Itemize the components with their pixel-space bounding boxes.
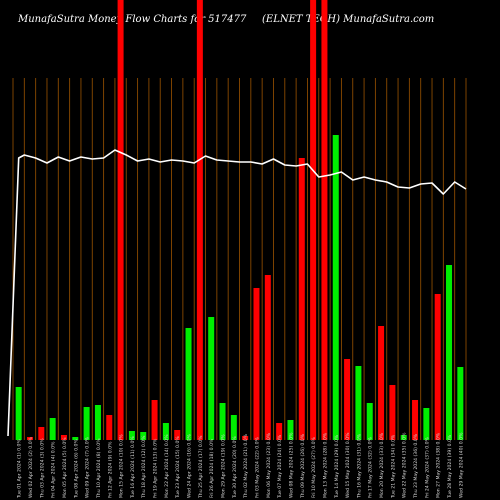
x-axis-label: Fri 04 Apr 2024 (4) 0.0% xyxy=(51,441,57,498)
money-flow-bar xyxy=(434,294,441,440)
money-flow-bar xyxy=(15,387,22,440)
money-flow-bar xyxy=(151,400,158,440)
x-axis-label: Fri 03 May 2024 (22) 0.0% xyxy=(255,436,261,498)
money-flow-bar xyxy=(196,0,203,440)
money-flow-bar xyxy=(242,436,249,440)
money-flow-bar xyxy=(355,366,362,440)
x-axis-label: Thu 10 Apr 2024 (8) 0.0% xyxy=(96,438,102,499)
x-axis-label: Tue 01 Apr 2024 (1) 0.0% xyxy=(17,439,23,499)
x-axis-label: Tue 28 May 2024 (39) 0.0% xyxy=(447,434,453,499)
x-axis-label: Fri 10 May 2024 (27) 0.0% xyxy=(311,436,317,498)
money-flow-bar xyxy=(332,135,339,440)
x-axis-label: Wed 29 May 2024 (40) 0.0% xyxy=(458,432,464,498)
x-axis-label: Wed 08 May 2024 (25) 0.0% xyxy=(289,432,295,498)
vertical-grid xyxy=(12,78,467,440)
x-axis-label: Tue 07 May 2024 (24) 0.0% xyxy=(277,434,283,499)
x-axis-label: Thu 25 Apr 2024 (17) 0.0% xyxy=(198,435,204,499)
x-axis-label: Mon 29 Apr 2024 (19) 0.0% xyxy=(221,434,227,498)
money-flow-bar xyxy=(310,0,317,440)
x-axis-label: Mon 22 Apr 2024 (14) 0.0% xyxy=(164,434,170,498)
money-flow-bar xyxy=(219,403,226,440)
money-flow-bar xyxy=(117,0,124,440)
x-axis-label: Mon 15 Apr 2024 (10) 0.0% xyxy=(119,434,125,498)
money-flow-bar xyxy=(94,405,101,440)
x-axis-label: Wed 15 May 2024 (30) 0.0% xyxy=(345,432,351,498)
chart-header-right: (ELNET TECH) MunafaSutra.com xyxy=(262,14,435,25)
x-axis-label: Thu 18 Apr 2024 (12) 0.0% xyxy=(141,435,147,499)
money-flow-bar xyxy=(140,432,147,440)
money-flow-bar xyxy=(423,408,430,440)
money-flow-bars xyxy=(15,0,464,440)
money-flow-bar xyxy=(83,407,90,440)
x-axis-label: Tue 21 May 2024 (34) 0.0% xyxy=(390,434,396,499)
money-flow-bar xyxy=(185,328,192,440)
x-axis-label: Wed 24 Apr 2024 (16) 0.0% xyxy=(187,433,193,498)
x-axis-label: Fri 17 May 2024 (32) 0.0% xyxy=(368,436,374,498)
x-axis-label: Mon 06 May 2024 (23) 0.0% xyxy=(266,432,272,498)
money-flow-bar xyxy=(26,437,33,440)
money-flow-bar xyxy=(253,288,260,440)
money-flow-bar xyxy=(400,435,407,440)
x-axis-label: Fri 19 Apr 2024 (13) 0.0% xyxy=(153,438,159,498)
x-axis-label: Fri 24 May 2024 (37) 0.0% xyxy=(424,436,430,498)
x-axis-label: Thu 03 Apr 2024 (3) 0.0% xyxy=(39,438,45,499)
x-axis-label: Thu 23 May 2024 (36) 0.0% xyxy=(413,433,419,499)
x-axis-label: Fri 12 Apr 2024 (9) 0.0% xyxy=(107,441,113,498)
money-flow-bar xyxy=(344,359,351,440)
x-axis-label: Tue 30 Apr 2024 (20) 0.0% xyxy=(232,436,238,499)
x-axis-label: Tue 08 Apr 2024 (6) 0.0% xyxy=(73,439,79,499)
x-axis-label: Tue 16 Apr 2024 (11) 0.0% xyxy=(130,436,136,499)
money-flow-bar xyxy=(389,385,396,440)
x-axis-label: Wed 22 May 2024 (35) 0.0% xyxy=(402,432,408,498)
money-flow-bar xyxy=(321,0,328,440)
money-flow-bar xyxy=(276,423,283,440)
money-flow-bar xyxy=(72,437,79,440)
money-flow-bar xyxy=(446,265,453,440)
money-flow-bar xyxy=(128,431,135,440)
money-flow-bar xyxy=(287,420,294,440)
x-axis-label: Mon 13 May 2024 (28) 0.0% xyxy=(322,432,328,498)
x-axis-label: Mon 20 May 2024 (33) 0.0% xyxy=(379,432,385,498)
money-flow-bar xyxy=(162,423,169,440)
price-trend-line xyxy=(7,149,467,437)
money-flow-bar xyxy=(412,400,419,440)
money-flow-bar xyxy=(264,275,271,440)
x-axis-label: Tue 14 May 2024 (29) 0.0% xyxy=(334,434,340,499)
money-flow-bar xyxy=(378,326,385,440)
x-axis-label: Thu 16 May 2024 (31) 0.0% xyxy=(356,433,362,499)
money-flow-bar xyxy=(174,430,181,440)
money-flow-bar xyxy=(298,158,305,440)
money-flow-bar xyxy=(457,367,464,440)
money-flow-bar xyxy=(60,435,67,440)
x-axis-label: Thu 02 May 2024 (21) 0.0% xyxy=(243,433,249,499)
money-flow-bar xyxy=(230,415,237,440)
x-axis-label: Mon 05 Apr 2024 (5) 0.0% xyxy=(62,437,68,498)
x-axis-label: Wed 09 Apr 2024 (7) 0.0% xyxy=(85,436,91,498)
x-axis-label: Mon 27 May 2024 (38) 0.0% xyxy=(436,432,442,498)
x-axis-labels: Tue 01 Apr 2024 (1) 0.0% Wed 02 Apr 2024 … xyxy=(17,432,465,499)
x-axis-label: Fri 26 Apr 2024 (18) 0.0% xyxy=(209,438,215,498)
money-flow-bar xyxy=(49,418,56,440)
x-axis-label: Wed 02 Apr 2024 (2) 0.0% xyxy=(28,436,34,498)
money-flow-bar xyxy=(366,403,373,440)
money-flow-bar xyxy=(208,317,215,440)
money-flow-bar xyxy=(38,427,45,440)
x-axis-label: Tue 23 Apr 2024 (15) 0.0% xyxy=(175,436,181,499)
money-flow-bar xyxy=(106,415,113,440)
x-axis-label: Thu 09 May 2024 (26) 0.0% xyxy=(300,433,306,499)
chart-header-left: MunafaSutra Money Flow Charts for 517477 xyxy=(18,14,247,25)
